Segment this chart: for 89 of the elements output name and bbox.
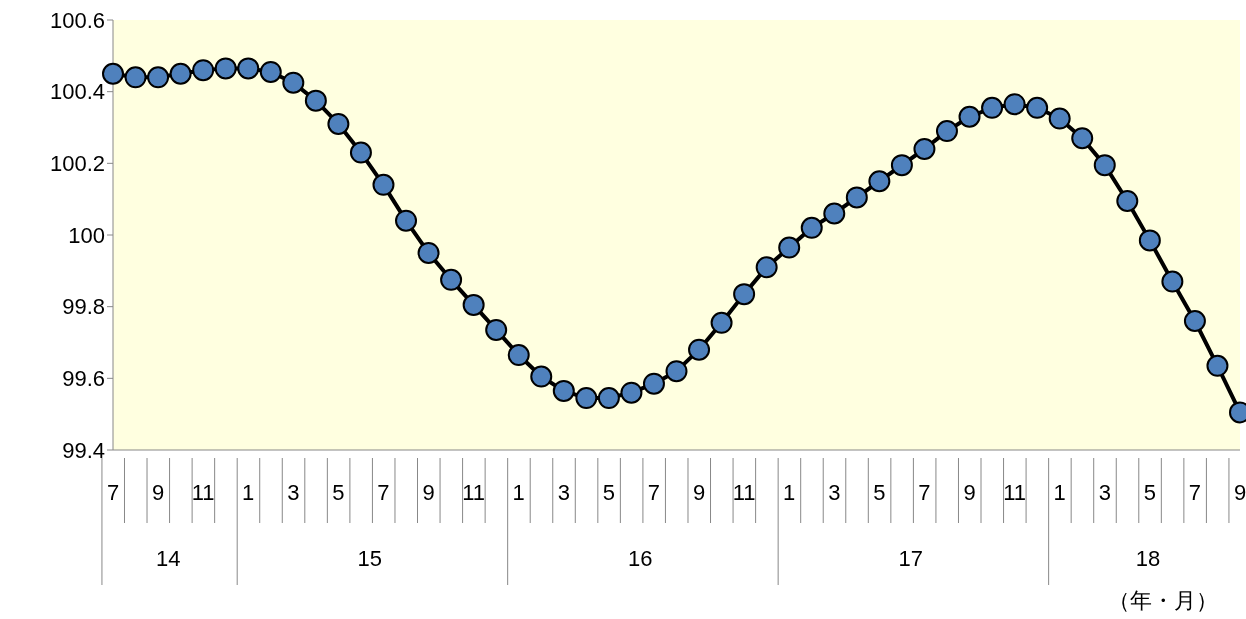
point <box>327 112 350 135</box>
x-axis-title: （年・月） <box>1108 587 1218 615</box>
x-tick-label: 9 <box>422 480 435 505</box>
point <box>1161 270 1184 293</box>
point <box>981 96 1004 119</box>
text: 15 <box>357 546 383 571</box>
point <box>958 105 981 128</box>
x-tick-label: 9 <box>1233 480 1246 505</box>
point <box>778 236 801 259</box>
point <box>530 365 553 388</box>
x-tick-label: 7 <box>647 480 661 505</box>
point <box>1071 127 1094 150</box>
point <box>1206 354 1229 377</box>
x-tick-label: 7 <box>918 480 931 505</box>
x-tick-label: 1 <box>512 480 525 505</box>
x-tick-label: 9 <box>692 480 706 505</box>
x-tick-label: 5 <box>602 480 616 505</box>
point <box>485 318 508 341</box>
x-tick-label: 5 <box>332 480 345 505</box>
point <box>597 387 620 410</box>
point <box>192 59 215 82</box>
point <box>665 360 688 383</box>
point <box>823 202 846 225</box>
point <box>395 209 418 232</box>
x-tick-label: 11 <box>1003 480 1027 505</box>
point <box>214 57 237 80</box>
y-tick-label: 100.4 <box>49 79 105 105</box>
point <box>733 283 756 306</box>
x-tick-label: 11 <box>732 480 756 505</box>
x-tick-label: 3 <box>287 480 300 505</box>
x-tick-label: 5 <box>1143 480 1156 505</box>
point <box>688 338 711 361</box>
x-tick-label: 9 <box>151 480 165 505</box>
point <box>440 268 463 291</box>
text: 16 <box>628 546 653 571</box>
point <box>1003 93 1026 116</box>
point <box>102 62 124 85</box>
point <box>1048 107 1071 130</box>
point <box>147 66 170 89</box>
point <box>1026 96 1049 119</box>
x-tick-label: 7 <box>106 480 120 505</box>
y-tick-label: 99.8 <box>62 294 105 320</box>
x-tick-label: 5 <box>873 480 886 505</box>
point <box>800 216 823 239</box>
x-tick-label: 3 <box>828 480 841 505</box>
point <box>620 381 643 404</box>
y-tick-label: 99.6 <box>62 366 105 392</box>
x-tick-label: 3 <box>1098 480 1111 505</box>
point <box>755 256 778 279</box>
point <box>237 57 260 80</box>
point <box>124 66 147 89</box>
point <box>1138 229 1161 252</box>
point <box>169 62 192 85</box>
y-tick-label: 100 <box>68 222 105 248</box>
x-tick-label: 7 <box>1188 480 1202 505</box>
point <box>417 241 440 264</box>
point <box>304 89 327 112</box>
y-tick-label: 99.4 <box>62 437 105 463</box>
point <box>349 141 372 164</box>
x-tick-label: 11 <box>462 480 486 505</box>
text: 14 <box>156 546 181 571</box>
point <box>935 120 958 143</box>
point <box>1116 189 1139 212</box>
point <box>282 71 305 94</box>
point <box>845 186 868 209</box>
y-tick-label: 100.2 <box>49 151 105 177</box>
point <box>868 170 891 193</box>
point <box>710 311 733 334</box>
text: 18 <box>1135 546 1161 571</box>
x-tick-label: 3 <box>557 480 570 505</box>
x-tick-label: 1 <box>1053 480 1066 505</box>
point <box>890 154 913 177</box>
point <box>642 372 665 395</box>
text: 17 <box>898 546 923 571</box>
point <box>1093 154 1116 177</box>
point <box>1183 310 1206 332</box>
point <box>575 387 598 410</box>
x-tick-label: 7 <box>377 480 390 505</box>
y-tick-label: 100.6 <box>49 7 105 33</box>
x-tick-label: 9 <box>963 480 976 505</box>
point <box>552 379 575 402</box>
x-tick-label: 1 <box>242 480 255 505</box>
x-tick-label: 11 <box>191 480 215 505</box>
x-tick-label: 1 <box>783 480 796 505</box>
point <box>462 293 485 316</box>
point <box>259 60 282 83</box>
point <box>913 138 936 160</box>
point <box>507 344 530 367</box>
point <box>372 173 395 196</box>
